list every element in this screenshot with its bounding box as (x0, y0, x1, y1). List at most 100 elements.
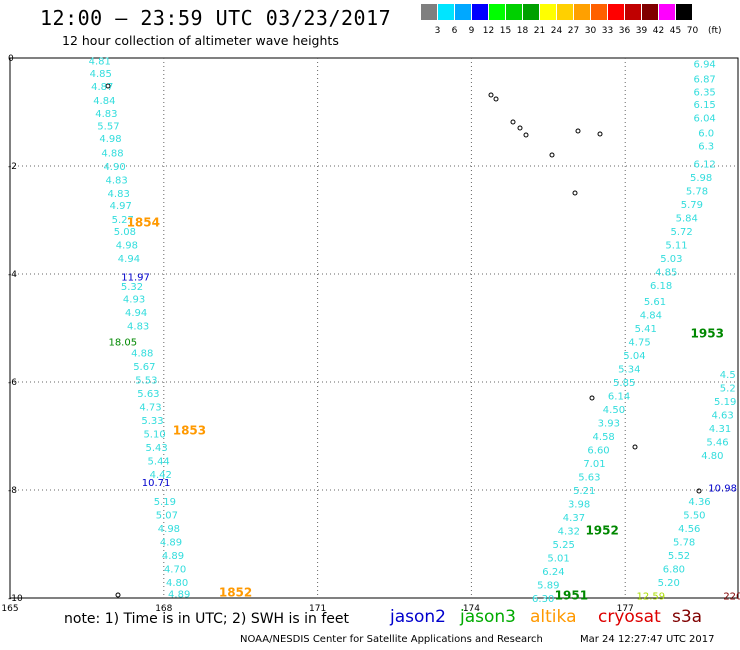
wave-height-label: 5.78 (673, 537, 695, 548)
scale-swatch (642, 4, 659, 20)
island-outline (597, 131, 603, 137)
scale-swatch (591, 4, 608, 20)
island-outline (696, 488, 702, 494)
wave-height-label: 5.98 (690, 173, 712, 184)
scale-swatch (557, 4, 574, 20)
scale-swatch (438, 4, 455, 20)
wave-height-label: 5.07 (156, 510, 178, 521)
wave-height-label: 5.03 (660, 254, 682, 265)
wave-height-label: 4.84 (93, 96, 115, 107)
wave-height-label: 4.89 (162, 551, 184, 562)
plot-frame (9, 57, 739, 599)
wave-height-label: 4.87 (91, 82, 113, 93)
x-tick-label: 174 (463, 604, 480, 614)
wave-height-label: 4.37 (563, 513, 585, 524)
wave-height-label: 3.98 (568, 500, 590, 511)
wave-height-label: 6.80 (663, 564, 685, 575)
chart-subtitle: 12 hour collection of altimeter wave hei… (62, 33, 339, 48)
wave-height-label: 5.01 (547, 554, 569, 565)
wave-height-label: 6.30 (532, 594, 554, 605)
wave-height-label: 4.73 (139, 402, 161, 413)
island-outline (549, 152, 555, 158)
y-tick-label: -2 (8, 162, 17, 172)
wave-height-label: 4.83 (95, 109, 117, 120)
wave-height-label: 6.0 (698, 129, 714, 140)
wave-height-label: 4.5 (720, 370, 736, 381)
scale-swatch (523, 4, 540, 20)
wave-height-label: 5.52 (668, 551, 690, 562)
scale-label: 70 (686, 26, 699, 36)
wave-height-label: 5.67 (133, 362, 155, 373)
wave-height-label: 6.94 (694, 59, 716, 70)
wave-height-label: 7.01 (583, 459, 605, 470)
scale-label: 21 (533, 26, 546, 36)
island-outline (488, 92, 494, 98)
wave-height-label: 4.63 (711, 410, 733, 421)
wave-height-label: 4.80 (166, 578, 188, 589)
wave-height-label: 4.70 (164, 564, 186, 575)
wave-height-label: 11.97 (121, 273, 150, 284)
wave-height-label: 5.25 (553, 540, 575, 551)
wave-height-label: 4.50 (603, 405, 625, 416)
wave-height-label: 6.12 (694, 159, 716, 170)
wave-height-label: 4.75 (628, 338, 650, 349)
scale-label: 24 (550, 26, 563, 36)
scale-label: 36 (618, 26, 631, 36)
wave-height-label: 10.98 (708, 483, 737, 494)
wave-height-label: 6.24 (542, 567, 564, 578)
wave-height-label: 5.10 (143, 429, 165, 440)
wave-height-label: 3.93 (598, 419, 620, 430)
legend-s3a: s3a (672, 607, 703, 627)
wave-height-label: 4.32 (558, 527, 580, 538)
wave-height-label: 5.32 (121, 282, 143, 293)
wave-height-label: 220 (723, 591, 740, 602)
wave-height-label: 4.85 (90, 69, 112, 80)
island-outline (510, 119, 516, 125)
wave-height-label: 6.87 (694, 75, 716, 86)
wave-height-label: 4.31 (709, 424, 731, 435)
generation-timestamp: Mar 24 12:27:47 UTC 2017 (580, 634, 715, 645)
wave-height-label: 5.08 (114, 227, 136, 238)
wave-height-label: 4.83 (106, 176, 128, 187)
scale-swatch (659, 4, 676, 20)
wave-height-label: 18.05 (108, 338, 137, 349)
wave-height-label: 5.27 (112, 215, 134, 226)
wave-height-label: 1951 (555, 588, 588, 602)
wave-height-label: 5.72 (670, 227, 692, 238)
wave-height-label: 5.79 (681, 200, 703, 211)
wave-height-label: 5.2 (720, 383, 736, 394)
island-outline (575, 128, 581, 134)
scale-swatch (506, 4, 523, 20)
scale-label: 45 (669, 26, 682, 36)
wave-height-label: 4.88 (131, 348, 153, 359)
wave-height-label: 5.41 (635, 324, 657, 335)
wave-height-label: 6.04 (694, 113, 716, 124)
wave-height-label: 4.80 (701, 451, 723, 462)
wave-height-label: 5.34 (618, 365, 640, 376)
wave-height-label: 5.50 (683, 510, 705, 521)
scale-label: 42 (652, 26, 665, 36)
island-outline (589, 395, 595, 401)
wave-height-label: 5.57 (97, 122, 119, 133)
wave-height-label: 5.21 (573, 486, 595, 497)
wave-height-label: 5.20 (658, 578, 680, 589)
wave-height-label: 5.19 (714, 397, 736, 408)
wave-height-label: 5.11 (665, 240, 687, 251)
wave-height-label: 1852 (219, 586, 252, 600)
wave-height-label: 5.63 (578, 473, 600, 484)
scale-label: 27 (567, 26, 580, 36)
x-tick-label: 168 (155, 604, 172, 614)
wave-height-label: 6.15 (694, 100, 716, 111)
scale-swatch (608, 4, 625, 20)
wave-height-label: 4.89 (160, 537, 182, 548)
wave-height-label: 5.53 (135, 375, 157, 386)
wave-height-label: 5.43 (145, 443, 167, 454)
wave-height-label: 10.71 (142, 478, 171, 489)
scale-swatch (421, 4, 438, 20)
wave-height-label: 4.42 (150, 470, 172, 481)
wave-height-label: 4.83 (127, 321, 149, 332)
island-outline (115, 592, 121, 598)
wave-height-label: 1953 (691, 326, 724, 340)
scale-label: 9 (468, 26, 475, 36)
